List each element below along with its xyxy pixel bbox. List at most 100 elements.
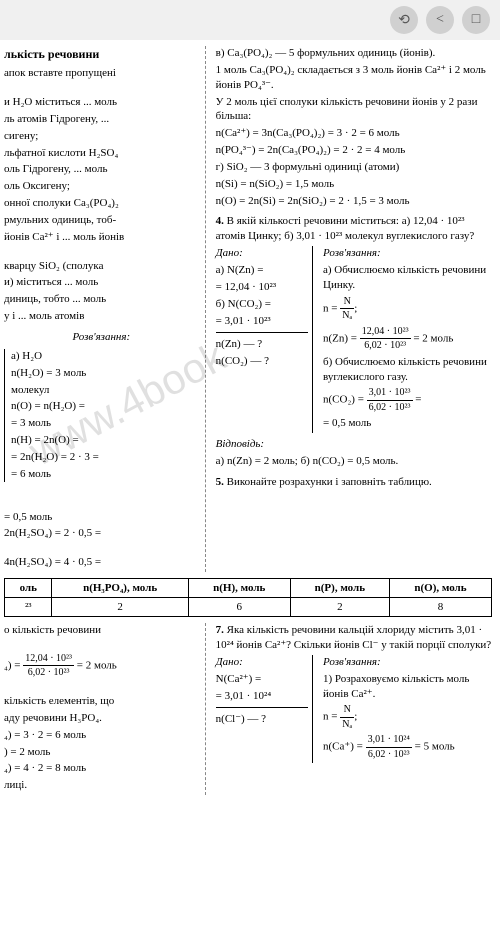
text: рмульних одиниць, тоб- [4, 213, 199, 228]
text: кількість елементів, що [4, 694, 199, 709]
given: N(Ca²⁺) = [216, 672, 308, 687]
text: онної сполуки Ca₃(PO₄)₂ [4, 196, 199, 211]
text: сигену; [4, 129, 199, 144]
left-column: лькість речовини апок вставте пропущені … [4, 46, 206, 572]
eq: ₄) = 3 · 2 = 6 моль [4, 728, 199, 743]
eq-part: = 5 моль [412, 741, 455, 753]
formula: n = NNₐ; [323, 703, 492, 731]
text: г) SiO₂ — 3 формульні одиниці (атоми) [216, 160, 492, 175]
eq: = 3 моль [11, 416, 199, 431]
text: ль атомів Гідрогену, ... [4, 112, 199, 127]
step: 1) Розраховуємо кількість моль йонів Ca²… [323, 672, 492, 702]
frac-den: 6,02 · 10²³ [23, 666, 74, 680]
frac-num: N [340, 295, 354, 310]
dano-label: Дано: [216, 246, 308, 261]
text: 1 моль Ca₃(PO₄)₂ складається з 3 моль йо… [216, 63, 492, 93]
text: кварцу SiO₂ (сполука [4, 259, 199, 274]
text: у і ... моль атомів [4, 309, 199, 324]
solution-block: а) H₂O n(H₂O) = 3 моль молекул n(O) = n(… [4, 349, 199, 482]
find: n(Zn) — ? [216, 337, 308, 352]
question-4: 4. В якій кількості речовини міститься: … [216, 214, 492, 244]
solution-title: Розв'язання: [4, 330, 199, 345]
text: о кількість речовини [4, 623, 199, 638]
eq: n(H₂O) = 3 моль [11, 366, 199, 381]
eq-part: n(Ca⁺) = [323, 741, 366, 753]
text: и H₂O міститься ... моль [4, 95, 199, 110]
given-col: Дано: а) N(Zn) = = 12,04 · 10²³ б) N(CO₂… [216, 246, 313, 433]
table-row: ²³ 2 6 2 8 [5, 598, 492, 617]
eq-part: n(Zn) = [323, 332, 360, 344]
formula: n(Zn) = 12,04 · 10²³6,02 · 10²³ = 2 моль [323, 325, 492, 353]
formula: n(CO₂) = 3,01 · 10²³6,02 · 10²³ = [323, 386, 492, 414]
eq-part: n(CO₂) = [323, 394, 367, 406]
eq-part: n = [323, 302, 340, 314]
table-header: n(O), моль [389, 579, 491, 598]
table-cell: 2 [52, 598, 188, 617]
given: = 12,04 · 10²³ [216, 280, 308, 295]
frac-num: 12,04 · 10²³ [23, 652, 74, 667]
answer-label: Відповідь: [216, 437, 492, 452]
given: б) N(CO₂) = [216, 297, 308, 312]
frac-den: Nₐ [340, 718, 354, 732]
text: льфатної кислоти H₂SO₄ [4, 146, 199, 161]
solve-col: Розв'язання: 1) Розраховуємо кількість м… [319, 655, 492, 764]
question-5: 5. Виконайте розрахунки і заповніть табл… [216, 475, 492, 490]
eq-part: ₄) = [4, 660, 23, 672]
table-cell: 8 [389, 598, 491, 617]
table-cell: 2 [290, 598, 389, 617]
formula: n(Ca⁺) = 3,01 · 10²⁴6,02 · 10²³ = 5 моль [323, 733, 492, 761]
frac-den: 6,02 · 10²³ [360, 339, 411, 353]
step: а) Обчислюємо кількість речовини Цинку. [323, 263, 492, 293]
text: лиці. [4, 778, 199, 793]
bookmark-icon[interactable]: □ [462, 6, 490, 34]
find: n(CO₂) — ? [216, 354, 308, 369]
text: оль Оксигену; [4, 179, 199, 194]
bottom-left: о кількість речовини ₄) = 12,04 · 10²³6,… [4, 623, 206, 795]
text: У 2 моль цієї сполуки кількість речовини… [216, 95, 492, 125]
table-header: оль [5, 579, 52, 598]
eq: n(Si) = n(SiO₂) = 1,5 моль [216, 177, 492, 192]
solution-7: Дано: N(Ca²⁺) = = 3,01 · 10²⁴ n(Cl⁻) — ?… [216, 655, 492, 764]
eq: = 0,5 моль [4, 510, 199, 525]
refresh-icon[interactable]: ⟲ [390, 6, 418, 34]
share-icon[interactable]: < [426, 6, 454, 34]
text: диниць, тобто ... моль [4, 292, 199, 307]
eq: а) H₂O [11, 349, 199, 364]
table-cell: ²³ [5, 598, 52, 617]
rozv-label: Розв'язання: [323, 655, 492, 670]
text: в) Ca₃(PO₄)₂ — 5 формульних одиниць (йон… [216, 46, 492, 61]
eq-part: = 2 моль [411, 332, 454, 344]
q7-text: Яка кількість речовини кальцій хлориду м… [216, 624, 492, 651]
given: а) N(Zn) = [216, 263, 308, 278]
frac-num: N [340, 703, 354, 718]
left-title: лькість речовини [4, 46, 199, 62]
left-sub: апок вставте пропущені [4, 66, 199, 81]
eq: n(O) = 2n(Si) = 2n(SiO₂) = 2 · 1,5 = 3 м… [216, 194, 492, 209]
frac-den: 6,02 · 10²³ [366, 748, 412, 762]
dano-label: Дано: [216, 655, 308, 670]
q4-text: В якій кількості речовини міститься: а) … [216, 215, 475, 242]
given-col: Дано: N(Ca²⁺) = = 3,01 · 10²⁴ n(Cl⁻) — ? [216, 655, 313, 764]
solution-4: Дано: а) N(Zn) = = 12,04 · 10²³ б) N(CO₂… [216, 246, 492, 433]
right-column: в) Ca₃(PO₄)₂ — 5 формульних одиниць (йон… [214, 46, 492, 572]
q5-text: Виконайте розрахунки і заповніть таблицю… [227, 476, 432, 488]
eq-part: ; [354, 302, 357, 314]
eq-part: ; [354, 711, 357, 723]
eq: = 2n(H₂O) = 2 · 3 = [11, 450, 199, 465]
eq: n(PO₄³⁻) = 2n(Ca₃(PO₄)₂) = 2 · 2 = 4 мол… [216, 143, 492, 158]
eq: = 0,5 моль [323, 416, 492, 431]
eq-part: = 2 моль [74, 660, 117, 672]
eq: 4n(H₂SO₄) = 4 · 0,5 = [4, 555, 199, 570]
eq: ) = 2 моль [4, 745, 199, 760]
table-header: n(P), моль [290, 579, 389, 598]
frac-den: 6,02 · 10²³ [367, 401, 413, 415]
page-content: лькість речовини апок вставте пропущені … [0, 42, 500, 944]
text: и) міститься ... моль [4, 275, 199, 290]
eq: = 6 моль [11, 467, 199, 482]
text: аду речовини H₃PO₄. [4, 711, 199, 726]
question-7: 7. Яка кількість речовини кальцій хлорид… [216, 623, 492, 653]
table-header: n(H), моль [188, 579, 290, 598]
frac-den: Nₐ [340, 309, 354, 323]
step: б) Обчислюємо кількість речовини вуглеки… [323, 355, 492, 385]
formula: n = NNₐ; [323, 295, 492, 323]
